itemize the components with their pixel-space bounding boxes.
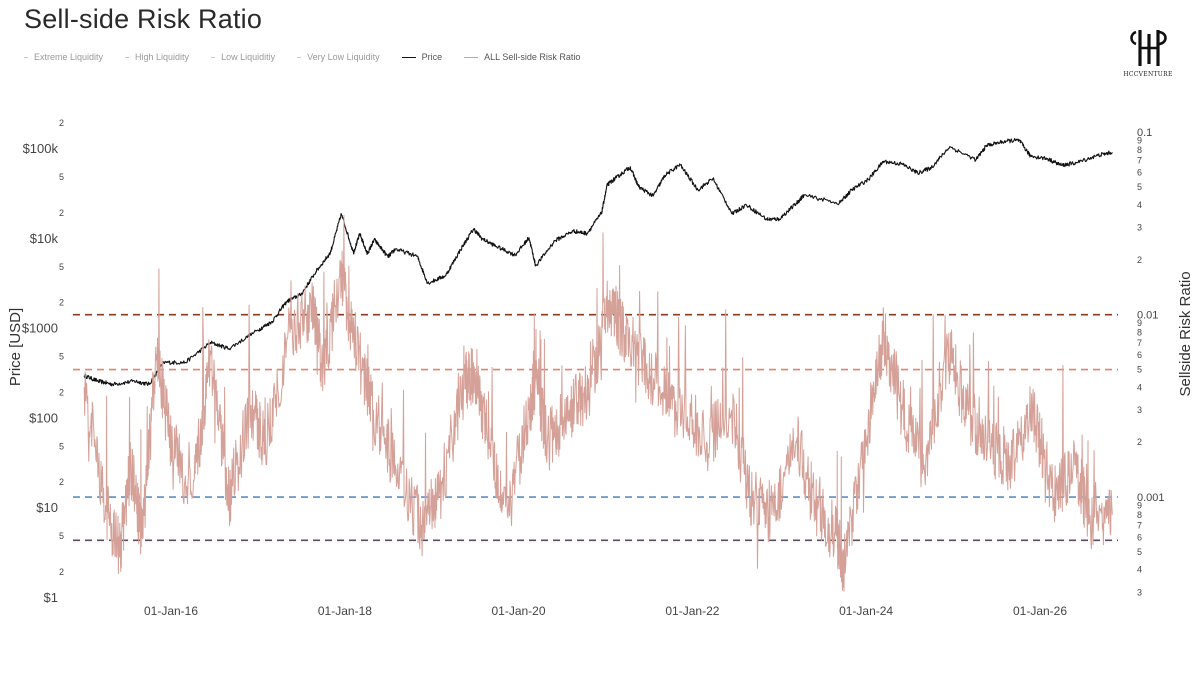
y-left-tick-label: $100k — [23, 141, 59, 156]
y-right-tick-label: 4 — [1137, 382, 1142, 392]
legend-item-high-liquidity[interactable]: High Liquidity — [125, 52, 189, 62]
y-left-tick-label: $1000 — [22, 321, 58, 336]
legend-swatch — [125, 56, 130, 58]
y-right-tick-label: 7 — [1137, 520, 1142, 530]
x-tick-label: 01-Jan-24 — [839, 604, 893, 618]
y-left-tick-label: 5 — [59, 531, 64, 541]
y-right-tick-label: 7 — [1137, 156, 1142, 166]
y-left-tick-label: $10k — [30, 231, 59, 246]
y-right-tick-label: 6 — [1137, 533, 1142, 543]
series-line-all-sell-side-risk-ratio — [83, 214, 1113, 592]
y-right-tick-label: 8 — [1137, 510, 1142, 520]
y-left-tick-label: 2 — [59, 477, 64, 487]
y-right-axis-title: Sellside Risk Ratio — [1177, 271, 1194, 396]
legend-item-low-liquiditiy[interactable]: Low Liquiditiy — [211, 52, 275, 62]
y-right-tick-label: 7 — [1137, 338, 1142, 348]
y-left-tick-label: $1 — [44, 590, 58, 605]
y-right-tick-label: 3 — [1137, 588, 1142, 598]
legend-swatch — [464, 56, 479, 58]
y-right-tick-label: 0.01 — [1137, 310, 1158, 322]
y-right-tick-label: 9 — [1137, 501, 1142, 511]
y-left-tick-label: 2 — [59, 118, 64, 128]
chart-title: Sell-side Risk Ratio — [24, 4, 263, 34]
legend-swatch — [24, 56, 28, 58]
y-right-tick-label: 5 — [1137, 547, 1142, 557]
chart-legend: Extreme Liquidity High Liquidity Low Liqui… — [24, 52, 602, 62]
y-left-tick-label: $10 — [36, 500, 58, 515]
y-left-tick-label: $100 — [29, 410, 58, 425]
hccventure-logo: HCCVENTURE — [1118, 28, 1178, 84]
legend-label: ALL Sell-side Risk Ratio — [484, 52, 581, 62]
x-tick-label: 01-Jan-18 — [318, 604, 372, 618]
y-left-tick-label: 2 — [59, 567, 64, 577]
legend-label: High Liquidity — [135, 52, 190, 62]
legend-label: Extreme Liquidity — [34, 52, 104, 62]
y-left-tick-label: 2 — [59, 387, 64, 397]
legend-item-price[interactable]: Price — [401, 52, 443, 62]
y-right-tick-label: 3 — [1137, 405, 1142, 415]
logo-text: HCCVENTURE — [1123, 71, 1173, 78]
x-tick-label: 01-Jan-26 — [1013, 604, 1067, 618]
legend-swatch — [297, 56, 302, 58]
x-tick-label: 01-Jan-20 — [491, 604, 545, 618]
legend-label: Very Low Liquidity — [307, 52, 380, 62]
x-tick-label: 01-Jan-22 — [665, 604, 719, 618]
y-left-tick-label: 5 — [59, 442, 64, 452]
legend-item-very-low-liquidity[interactable]: Very Low Liquidity — [297, 52, 380, 62]
y-right-tick-label: 6 — [1137, 350, 1142, 360]
y-right-tick-label: 5 — [1137, 182, 1142, 192]
y-right-tick-label: 8 — [1137, 145, 1142, 155]
y-right-tick-label: 0.001 — [1137, 492, 1165, 504]
y-right-tick-label: 4 — [1137, 200, 1142, 210]
y-left-tick-label: 2 — [59, 298, 64, 308]
y-left-tick-label: 5 — [59, 262, 64, 272]
y-right-tick-label: 0.1 — [1137, 127, 1152, 139]
legend-item-all-sell-side-risk-ratio[interactable]: ALL Sell-side Risk Ratio — [464, 52, 580, 62]
legend-label: Price — [421, 52, 443, 62]
y-left-tick-label: 5 — [59, 172, 64, 182]
y-left-tick-label: 5 — [59, 352, 64, 362]
y-right-tick-label: 9 — [1137, 136, 1142, 146]
y-right-tick-label: 2 — [1137, 437, 1142, 447]
legend-swatch — [211, 56, 216, 58]
hccventure-logo-mark — [1130, 30, 1167, 66]
legend-swatch — [401, 56, 416, 58]
y-left-axis-title: Price [USD] — [7, 308, 24, 386]
y-right-tick-label: 3 — [1137, 223, 1142, 233]
y-right-tick-label: 8 — [1137, 327, 1142, 337]
y-right-tick-label: 2 — [1137, 255, 1142, 265]
y-right-tick-label: 9 — [1137, 318, 1142, 328]
y-right-tick-label: 6 — [1137, 168, 1142, 178]
legend-label: Low Liquiditiy — [221, 52, 276, 62]
y-right-tick-label: 5 — [1137, 365, 1142, 375]
legend-item-extreme-liquidity[interactable]: Extreme Liquidity — [24, 52, 103, 62]
y-left-tick-label: 2 — [59, 208, 64, 218]
y-right-tick-label: 4 — [1137, 565, 1142, 575]
x-tick-label: 01-Jan-16 — [144, 604, 198, 618]
